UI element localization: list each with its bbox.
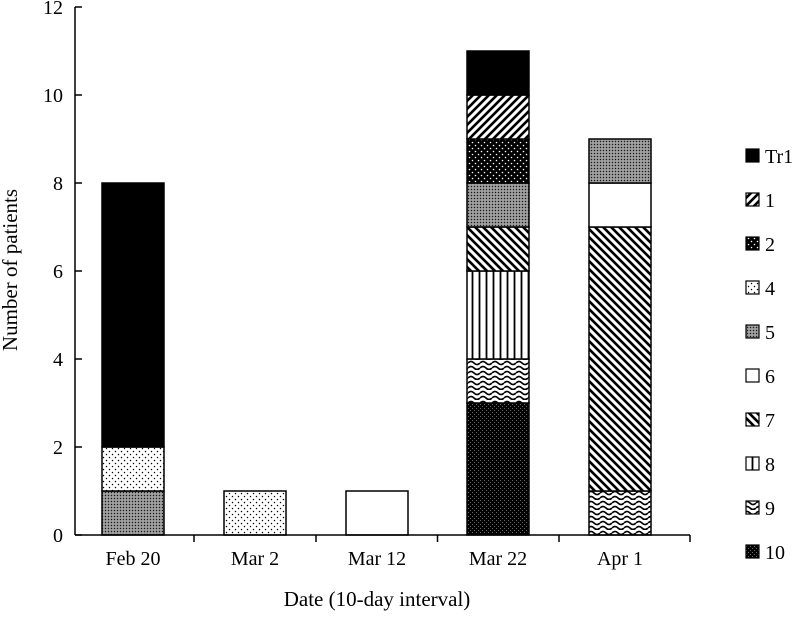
legend-label-1: 1 [765,190,775,212]
legend-label-9: 9 [765,498,775,520]
legend-swatch-1 [745,192,760,207]
legend-swatch-2 [745,236,760,251]
bar-segment-mar-12-6 [345,490,409,536]
axes-group: 0 2 4 6 8 10 12 Feb 20 Mar 2 Mar 12 Mar 22 Apr 1 [43,0,691,570]
legend-swatch-10 [745,544,760,559]
y-tick-label: 0 [53,525,63,547]
x-tick-label: Feb 20 [106,548,161,570]
x-tick-label: Mar 12 [348,548,406,570]
legend-label-4: 4 [765,278,775,300]
legend-swatch-tr1 [745,148,760,163]
bar-segment-mar-22-9 [466,358,530,404]
legend-swatch-4 [745,280,760,295]
bar-segment-apr-1-7 [588,226,652,492]
legend-swatch-7 [745,412,760,427]
bar-segment-apr-1-6 [588,182,652,228]
legend-label-6: 6 [765,366,775,388]
legend-swatch-9 [745,500,760,515]
x-axis-title: Date (10-day interval) [284,587,471,611]
legend-label-8: 8 [765,454,775,476]
legend-label-tr1: Tr1 [765,146,793,168]
legend-swatch-8 [745,456,760,471]
bar-segment-feb-20-tr1 [101,182,165,448]
y-tick-label: 12 [43,0,63,19]
x-tick-label: Mar 22 [469,548,527,570]
x-tick-label: Mar 2 [231,548,279,570]
y-axis-title: Number of patients [0,189,22,351]
legend-label-7: 7 [765,410,775,432]
bar-segment-mar-22-1 [466,94,530,140]
legend-swatch-6 [745,368,760,383]
bar-segment-mar-22-7 [466,226,530,272]
bar-segment-mar-22-2 [466,138,530,184]
bar-segment-mar-22-tr1 [466,50,530,96]
bar-segment-feb-20-5 [101,490,165,536]
legend-label-10: 10 [765,542,785,564]
y-tick-label: 10 [43,85,63,107]
bar-segment-apr-1-9 [588,490,652,536]
bar-segment-apr-1-5 [588,138,652,184]
bars-group [101,50,652,536]
bar-segment-mar-22-8 [466,270,530,360]
x-tick-label: Apr 1 [597,548,643,570]
bar-segment-feb-20-4 [101,446,165,492]
y-tick-label: 8 [53,173,63,195]
legend: Tr1 1 2 4 5 6 7 8 9 10 [745,146,793,564]
bar-segment-mar-22-10 [466,402,530,536]
y-tick-label: 4 [53,349,63,371]
legend-label-2: 2 [765,234,775,256]
bar-segment-mar-2-4 [223,490,287,536]
y-tick-label: 6 [53,261,63,283]
legend-label-5: 5 [765,322,775,344]
bar-segment-mar-22-5 [466,182,530,228]
y-tick-label: 2 [53,437,63,459]
legend-swatch-5 [745,324,760,339]
